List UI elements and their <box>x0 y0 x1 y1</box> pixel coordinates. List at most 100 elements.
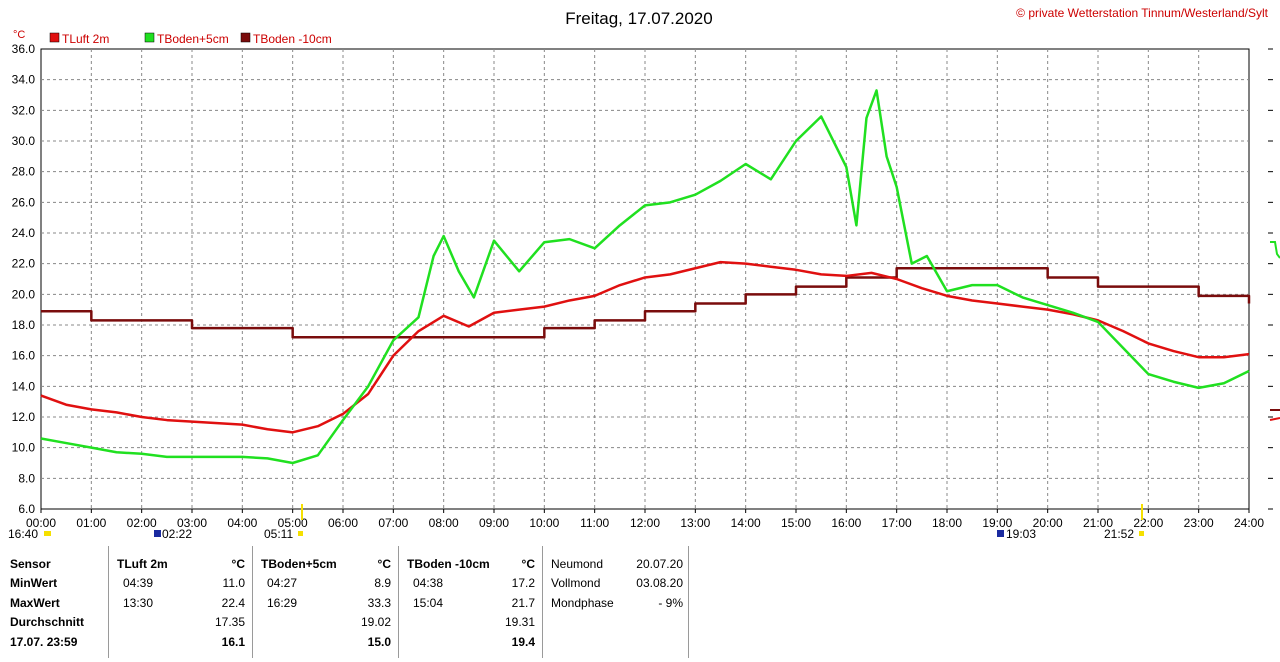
stats-column-luft: TLuft 2m °C 04:39 11.0 13:30 22.4 17.35 … <box>108 546 253 658</box>
y-tick-label: 6.0 <box>18 502 35 516</box>
marker-time-5: 21:52 <box>1104 527 1134 541</box>
right-edge-mark-boden5 <box>1270 241 1280 259</box>
x-tick-label: 09:00 <box>479 516 509 530</box>
y-tick-label: 26.0 <box>12 195 36 209</box>
y-tick-label: 30.0 <box>12 134 36 148</box>
legend-label-luft: TLuft 2m <box>62 32 109 46</box>
boden5-header: TBoden+5cm <box>261 557 337 571</box>
boden5-max-time: 16:29 <box>267 596 298 610</box>
boden10-current: 19.4 <box>511 635 535 649</box>
y-tick-label: 10.0 <box>12 441 36 455</box>
x-tick-label: 21:00 <box>1083 516 1113 530</box>
legend-swatch-luft <box>49 32 60 43</box>
legend-label-boden10: TBoden -10cm <box>253 32 332 46</box>
mondphase-value: - 9% <box>658 596 683 610</box>
x-tick-label: 01:00 <box>76 516 106 530</box>
right-edge-mark-luft <box>1269 417 1280 421</box>
boden5-max: 33.3 <box>367 596 391 610</box>
x-tick-label: 08:00 <box>429 516 459 530</box>
sunset-icon <box>1139 531 1144 536</box>
luft-max-time: 13:30 <box>123 596 154 610</box>
x-tick-label: 23:00 <box>1184 516 1214 530</box>
y-tick-label: 14.0 <box>12 379 36 393</box>
vollmond-date: 03.08.20 <box>636 576 683 590</box>
luft-max: 22.4 <box>221 596 245 610</box>
y-tick-label: 32.0 <box>12 103 36 117</box>
y-tick-label: 22.0 <box>12 257 36 271</box>
chart-title: Freitag, 17.07.2020 <box>565 9 712 28</box>
x-tick-label: 24:00 <box>1234 516 1264 530</box>
x-tick-label: 18:00 <box>932 516 962 530</box>
y-axis-unit: °C <box>13 29 25 41</box>
stats-column-boden5: TBoden+5cm °C 04:27 8.9 16:29 33.3 19.02… <box>252 546 399 658</box>
series-line-boden5 <box>40 89 1250 465</box>
right-edge-marks <box>1269 241 1280 421</box>
legend-label-boden5: TBoden+5cm <box>157 32 229 46</box>
temperature-chart: Freitag, 17.07.2020 © private Wetterstat… <box>8 6 1280 541</box>
marker-time-4: 19:03 <box>1006 527 1036 541</box>
marker-time-2: 02:22 <box>162 527 192 541</box>
x-tick-label: 22:00 <box>1133 516 1163 530</box>
boden5-min-time: 04:27 <box>267 576 298 590</box>
luft-unit: °C <box>231 557 245 571</box>
max-label: MaxWert <box>10 596 60 610</box>
stats-right-border <box>688 546 690 658</box>
x-tick-label: 07:00 <box>378 516 408 530</box>
x-tick-label: 19:00 <box>982 516 1012 530</box>
boden5-unit: °C <box>377 557 391 571</box>
y-tick-label: 24.0 <box>12 226 36 240</box>
luft-header: TLuft 2m <box>117 557 168 571</box>
stats-label-column: Sensor MinWert MaxWert Durchschnitt 17.0… <box>8 546 108 658</box>
boden10-header: TBoden -10cm <box>407 557 490 571</box>
x-tick-label: 11:00 <box>580 516 609 530</box>
stats-table: Sensor MinWert MaxWert Durchschnitt 17.0… <box>8 546 696 658</box>
luft-min-time: 04:39 <box>123 576 154 590</box>
boden10-min: 17.2 <box>511 576 535 590</box>
x-tick-label: 17:00 <box>882 516 912 530</box>
y-tick-label: 28.0 <box>12 165 36 179</box>
boden10-unit: °C <box>521 557 535 571</box>
x-tick-label: 20:00 <box>1033 516 1063 530</box>
luft-min: 11.0 <box>222 576 245 590</box>
y-tick-label: 8.0 <box>18 471 35 485</box>
x-tick-label: 10:00 <box>529 516 559 530</box>
stats-column-moon: Neumond 20.07.20 Vollmond 03.08.20 Mondp… <box>542 546 689 658</box>
boden10-min-time: 04:38 <box>413 576 444 590</box>
boden10-max: 21.7 <box>511 596 535 610</box>
y-tick-label: 36.0 <box>12 42 36 56</box>
moon-icon-2 <box>997 530 1004 537</box>
avg-label: Durchschnitt <box>10 615 85 629</box>
sun-moon-row: 16:40 02:22 05:11 19:03 21:52 <box>8 504 1144 541</box>
y-tick-label: 34.0 <box>12 73 36 87</box>
sensor-label: Sensor <box>10 557 51 571</box>
series-lines <box>40 89 1251 465</box>
vollmond-label: Vollmond <box>551 576 601 590</box>
x-tick-label: 05:00 <box>278 516 308 530</box>
legend: TLuft 2m TBoden+5cm TBoden -10cm <box>49 32 332 46</box>
sun-icon <box>44 531 51 536</box>
station-credit: © private Wetterstation Tinnum/Westerlan… <box>1016 6 1269 20</box>
moon-icon <box>154 530 161 537</box>
series-line-boden10 <box>41 267 1251 339</box>
y-tick-label: 20.0 <box>12 287 36 301</box>
x-tick-label: 13:00 <box>680 516 710 530</box>
y-tick-label: 16.0 <box>12 349 36 363</box>
boden10-avg: 19.31 <box>504 615 535 629</box>
boden5-min: 8.9 <box>374 576 391 590</box>
x-tick-label: 02:00 <box>127 516 157 530</box>
neumond-label: Neumond <box>551 557 604 571</box>
x-tick-label: 03:00 <box>177 516 207 530</box>
x-tick-label: 04:00 <box>227 516 257 530</box>
y-axis: 6.0 8.0 10.0 12.0 14.0 16.0 18.0 20.0 22.0 24.0 26… <box>12 42 1273 516</box>
x-axis: 00:00 01:00 02:00 03:00 04:00 05:00 06:00 07:00… <box>26 509 1264 530</box>
luft-current: 16.1 <box>221 635 245 649</box>
series-line-luft <box>40 260 1250 434</box>
y-tick-label: 12.0 <box>12 410 36 424</box>
luft-avg: 17.35 <box>214 615 245 629</box>
legend-swatch-boden10 <box>240 32 251 43</box>
y-tick-label: 18.0 <box>12 318 36 332</box>
x-tick-label: 16:00 <box>831 516 861 530</box>
x-tick-label: 00:00 <box>26 516 56 530</box>
marker-time-3: 05:11 <box>264 527 293 541</box>
sunrise-icon <box>298 531 303 536</box>
